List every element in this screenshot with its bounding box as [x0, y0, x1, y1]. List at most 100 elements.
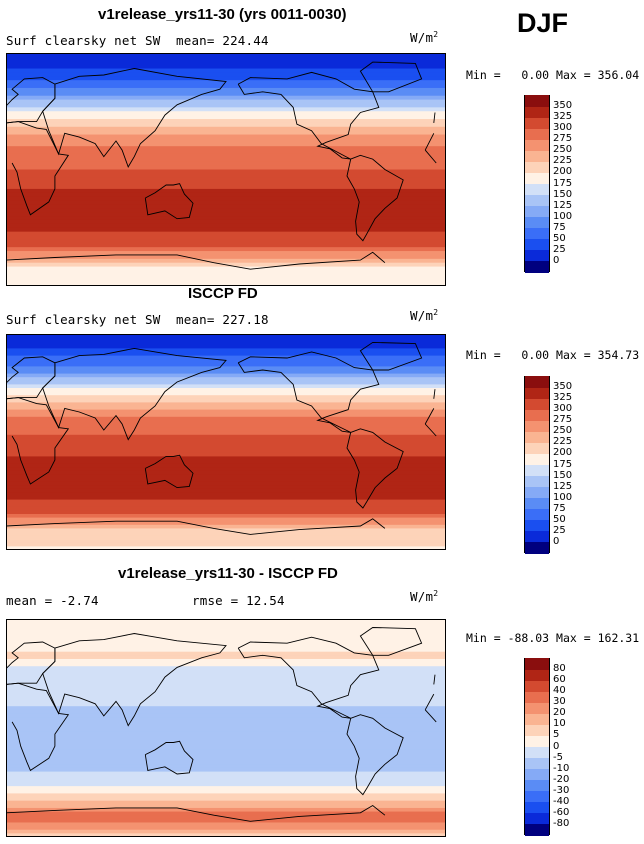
zonal-band: [6, 724, 446, 729]
zonal-band: [6, 243, 446, 248]
zonal-band: [6, 126, 446, 132]
zonal-band: [6, 196, 446, 202]
colorbar-tick: 100: [553, 491, 573, 503]
map-panel: [6, 53, 446, 286]
colorbar-tick: -40: [553, 795, 570, 807]
colorbar-tick: 0: [553, 535, 560, 547]
zonal-band: [6, 669, 446, 675]
zonal-band: [6, 87, 446, 93]
colorbar-swatch: [525, 812, 549, 825]
zonal-band: [6, 506, 446, 511]
zonal-band: [6, 192, 446, 198]
colorbar-tick: -5: [553, 751, 563, 763]
colorbar: [524, 376, 550, 554]
zonal-band: [6, 800, 446, 805]
zonal-band: [6, 169, 446, 174]
zonal-band: [6, 366, 446, 371]
zonal-band: [6, 717, 446, 722]
colorbar-swatch: [525, 128, 549, 140]
zonal-band: [6, 771, 446, 776]
zonal-band: [6, 658, 446, 664]
coastline: [42, 347, 227, 441]
coastline: [346, 714, 404, 796]
colorbar-tick: 80: [553, 663, 566, 675]
zonal-band: [6, 460, 446, 465]
zonal-band: [6, 384, 446, 389]
colorbar-tick: 225: [553, 155, 573, 167]
units-label: W/m2: [410, 308, 439, 324]
zonal-band: [6, 753, 446, 758]
mean-value: mean= 224.44: [176, 33, 269, 48]
colorbar-tick: 0: [553, 740, 560, 752]
colorbar-tick: 325: [553, 111, 573, 123]
zonal-band: [6, 702, 446, 707]
zonal-band: [6, 239, 446, 244]
zonal-band: [6, 731, 446, 736]
zonal-band: [6, 208, 446, 213]
coastline: [237, 636, 380, 719]
colorbar-tick: 250: [553, 425, 573, 437]
zonal-band: [6, 546, 446, 550]
zonal-band: [6, 485, 446, 490]
coastline: [433, 112, 436, 123]
zonal-band: [6, 633, 446, 638]
colorbar-swatch: [525, 420, 549, 432]
zonal-band: [6, 655, 446, 660]
colorbar-tick: 75: [553, 502, 566, 514]
colorbar-swatch: [525, 172, 549, 184]
colorbar-tick: -60: [553, 806, 570, 818]
colorbar-tick: 5: [553, 729, 560, 741]
map-frame: [6, 334, 446, 550]
coastline: [42, 633, 227, 727]
coastline: [6, 356, 56, 400]
coastline: [424, 408, 435, 425]
zonal-band: [6, 254, 446, 260]
zonal-band: [6, 258, 446, 264]
zonal-band: [6, 648, 446, 653]
coastline: [6, 397, 70, 485]
zonal-band: [6, 760, 446, 765]
zonal-band: [6, 157, 446, 163]
zonal-band: [6, 337, 446, 342]
colorbar-swatch: [525, 713, 549, 725]
colorbar-tick: 275: [553, 133, 573, 145]
colorbar-swatch: [525, 779, 549, 792]
colorbar-swatch: [525, 702, 549, 714]
colorbar-swatch: [525, 691, 549, 703]
zonal-band: [6, 380, 446, 385]
zonal-band: [6, 713, 446, 718]
zonal-band: [6, 227, 446, 233]
colorbar-tick: 300: [553, 122, 573, 134]
colorbar-tick: 50: [553, 232, 566, 244]
zonal-band: [6, 235, 446, 240]
zonal-band: [6, 341, 446, 346]
zonal-band: [6, 395, 446, 400]
zonal-band: [6, 278, 446, 283]
zonal-band: [6, 56, 446, 62]
zonal-band: [6, 282, 446, 286]
colorbar-swatch: [525, 790, 549, 803]
zonal-band: [6, 200, 446, 206]
zonal-band: [6, 488, 446, 493]
colorbar-swatch: [525, 757, 549, 770]
coastline: [144, 454, 194, 489]
zonal-band: [6, 735, 446, 740]
coastline: [424, 133, 435, 151]
colorbar-tick: 30: [553, 696, 566, 708]
colorbar: [524, 658, 550, 836]
zonal-band: [6, 142, 446, 147]
zonal-band: [6, 427, 446, 432]
coastline: [346, 154, 404, 242]
zonal-band: [6, 804, 446, 809]
colorbar-tick: 200: [553, 166, 573, 178]
zonal-band: [6, 492, 446, 497]
zonal-band: [6, 666, 446, 671]
colorbar-swatch: [525, 95, 549, 107]
zonal-band: [6, 510, 446, 515]
zonal-band: [6, 542, 446, 547]
colorbar-tick: 10: [553, 718, 566, 730]
zonal-band: [6, 782, 446, 787]
zonal-band: [6, 449, 446, 454]
zonal-band: [6, 496, 446, 501]
zonal-band: [6, 177, 446, 182]
